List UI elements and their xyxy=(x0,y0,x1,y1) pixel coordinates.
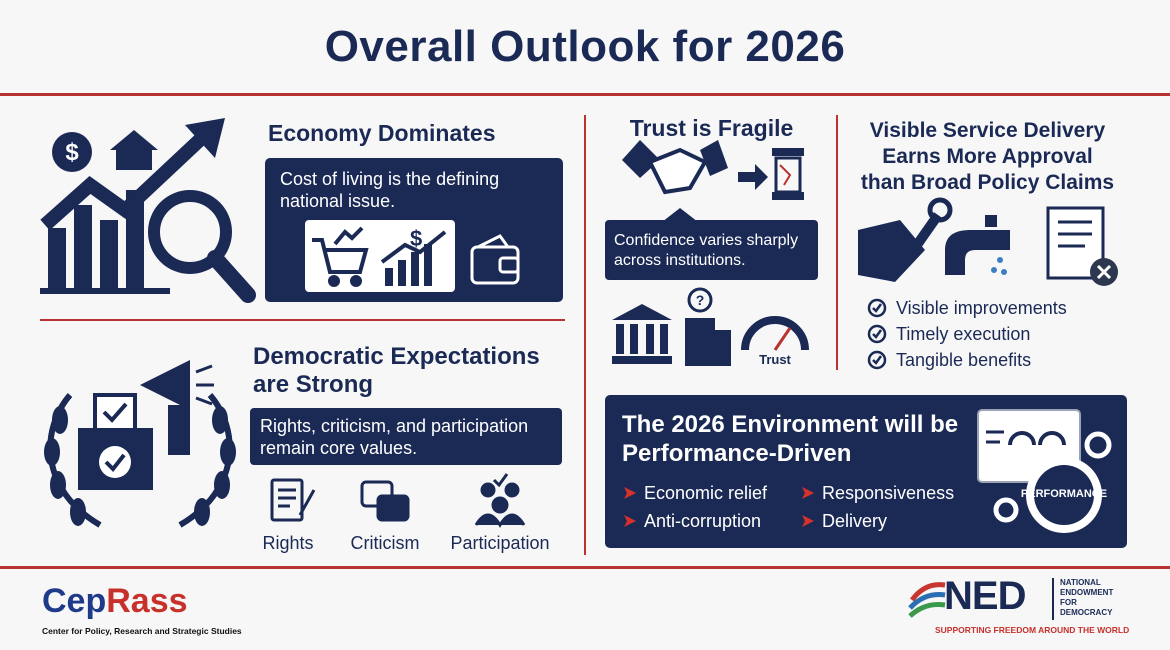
item-label: Criticism xyxy=(350,533,420,553)
handshake-icon xyxy=(622,140,804,200)
svg-text:?: ? xyxy=(696,292,705,308)
svg-text:$: $ xyxy=(65,139,79,166)
cart-icon xyxy=(312,226,369,287)
section-heading: Trust is Fragile xyxy=(629,115,794,141)
svg-text:$: $ xyxy=(410,226,422,251)
heading-line: Visible Service Delivery xyxy=(869,119,1106,142)
service-icons xyxy=(858,197,1118,286)
text-box xyxy=(605,220,818,280)
logo-name: CepRass xyxy=(42,582,188,621)
heading-line: The 2026 Environment will be xyxy=(622,411,959,438)
section-heading: Visible Service Delivery Earns More Appr… xyxy=(845,118,1130,196)
divider xyxy=(40,319,565,321)
economy-icon: $ xyxy=(40,118,256,303)
summary-item: Economic relief xyxy=(644,483,768,503)
org-line: FOR xyxy=(1060,598,1077,607)
check-item: Timely execution xyxy=(896,324,1031,344)
section-text: Rights, criticism, and participation rem… xyxy=(260,416,529,458)
heading-line: than Broad Policy Claims xyxy=(860,171,1115,194)
check-icons xyxy=(867,298,887,370)
divider xyxy=(836,115,838,370)
logo-part: Cep xyxy=(42,582,107,620)
bullet-chevrons xyxy=(624,487,814,527)
divider xyxy=(0,566,1170,569)
ned-mark xyxy=(908,578,1054,620)
logo-name: NED xyxy=(944,574,1026,618)
org-line: DEMOCRACY xyxy=(1060,608,1113,617)
heading-line: are Strong xyxy=(253,371,374,398)
callout-pointer xyxy=(662,208,698,222)
logo-subtitle: Center for Policy, Research and Strategi… xyxy=(42,626,242,636)
section-heading: Democratic Expectations are Strong xyxy=(253,343,540,399)
summary-item: Responsiveness xyxy=(822,483,955,503)
check-item: Tangible benefits xyxy=(896,350,1032,370)
org-line: ENDOWMENT xyxy=(1060,588,1114,597)
section-text: Confidence varies sharply across institu… xyxy=(614,232,799,269)
institution-icons: ? xyxy=(612,287,809,366)
heading-line: Earns More Approval xyxy=(882,145,1093,168)
item-label: Rights xyxy=(262,533,314,553)
summary-heading: The 2026 Environment will be Performance… xyxy=(622,410,958,468)
heading-line: Performance-Driven xyxy=(622,440,852,467)
performance-graphic xyxy=(977,409,1112,533)
section-heading: Economy Dominates xyxy=(268,120,496,146)
wallet-icon xyxy=(470,234,520,285)
check-item: Visible improvements xyxy=(896,298,1067,318)
summary-item: Anti-corruption xyxy=(644,511,762,531)
logo-org: NATIONAL ENDOWMENT FOR DEMOCRACY xyxy=(1060,578,1113,618)
item-icons xyxy=(270,473,526,528)
logo-part: Rass xyxy=(106,582,188,620)
divider xyxy=(584,115,586,555)
section-text: Cost of living is the defining national … xyxy=(280,169,500,211)
heading-line: Democratic Expectations xyxy=(253,343,540,370)
divider xyxy=(0,93,1170,96)
badge-label: PERFORMANCE xyxy=(1020,488,1108,500)
logo-tagline: SUPPORTING FREEDOM AROUND THE WORLD xyxy=(935,625,1130,635)
page-title: Overall Outlook for 2026 xyxy=(324,22,846,71)
text-box xyxy=(250,408,562,465)
gauge-label: Trust xyxy=(759,352,791,367)
item-label: Participation xyxy=(450,533,550,553)
summary-item: Delivery xyxy=(822,511,888,531)
org-line: NATIONAL xyxy=(1060,578,1101,587)
growth-icon: $ xyxy=(380,226,447,286)
ballot-icon xyxy=(44,360,236,528)
